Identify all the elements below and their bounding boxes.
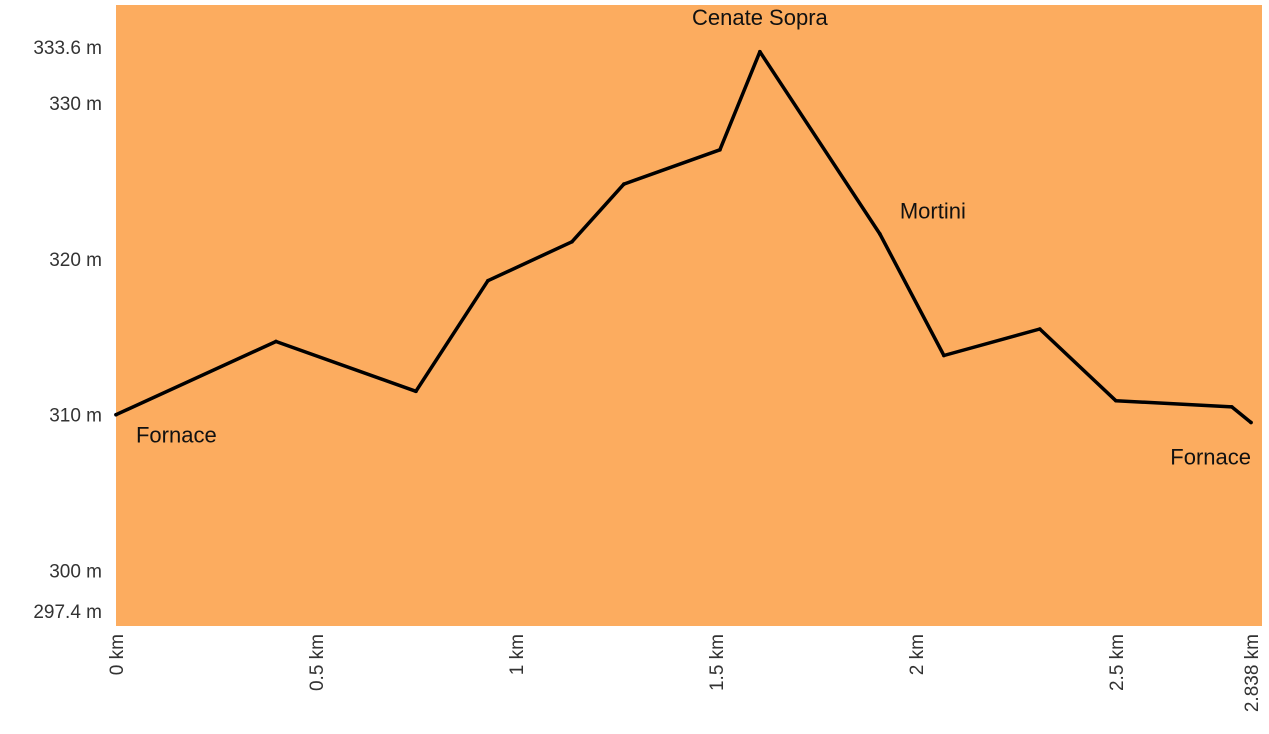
plot-area bbox=[116, 5, 1262, 626]
elevation-point bbox=[274, 339, 278, 344]
place-labels: Fornace Cenate Sopra Mortini Fornace bbox=[136, 5, 1251, 469]
place-label: Fornace bbox=[1170, 445, 1251, 470]
elevation-point bbox=[1038, 327, 1042, 331]
elevation-point bbox=[1114, 398, 1118, 403]
y-tick-label: 333.6 m bbox=[33, 38, 102, 59]
y-tick-label: 300 m bbox=[49, 561, 102, 582]
x-tick-label: 2.838 km bbox=[1242, 634, 1263, 712]
place-label: Mortini bbox=[900, 198, 966, 223]
y-tick-label: 310 m bbox=[49, 406, 102, 427]
x-tick-label: 1.5 km bbox=[707, 634, 728, 691]
y-tick-label: 320 m bbox=[49, 250, 102, 271]
elevation-point bbox=[114, 412, 118, 417]
elevation-point bbox=[878, 232, 882, 236]
elevation-points bbox=[114, 49, 1253, 425]
y-tick-label: 297.4 m bbox=[33, 602, 102, 623]
elevation-point bbox=[758, 49, 762, 54]
y-axis: 297.4 m 300 m 310 m 320 m 330 m 333.6 m bbox=[33, 38, 102, 623]
x-tick-label: 1 km bbox=[507, 634, 528, 675]
elevation-line bbox=[114, 49, 1253, 425]
place-label: Cenate Sopra bbox=[692, 5, 829, 30]
elevation-point bbox=[570, 239, 574, 244]
elevation-point bbox=[718, 148, 722, 152]
elevation-point bbox=[486, 278, 490, 283]
elevation-point bbox=[622, 182, 626, 186]
y-tick-label: 330 m bbox=[49, 94, 102, 115]
x-tick-label: 0.5 km bbox=[307, 634, 328, 691]
place-label: Fornace bbox=[136, 423, 217, 448]
x-tick-label: 0 km bbox=[107, 634, 128, 675]
elevation-point bbox=[1230, 405, 1234, 409]
x-tick-label: 2.5 km bbox=[1107, 634, 1128, 691]
elevation-point bbox=[942, 353, 946, 358]
elevation-point bbox=[414, 389, 418, 394]
elevation-point bbox=[1249, 420, 1253, 425]
x-tick-label: 2 km bbox=[907, 634, 928, 675]
x-axis: 0 km 0.5 km 1 km 1.5 km 2 km 2.5 km 2.838 km bbox=[107, 634, 1263, 712]
